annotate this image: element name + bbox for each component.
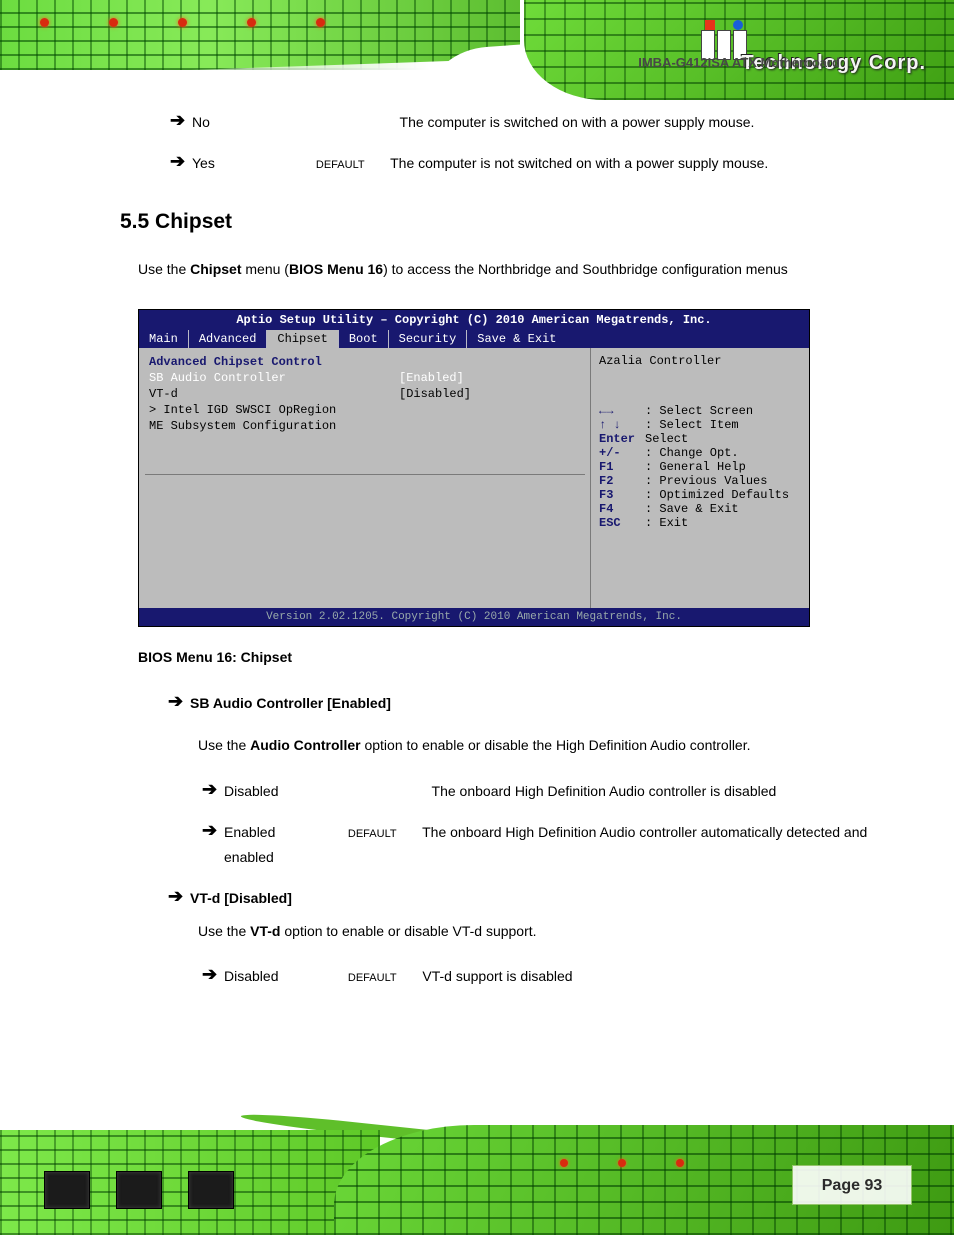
- arrow-right-icon: ➔: [170, 151, 192, 172]
- option-label: No: [192, 110, 312, 135]
- section-intro: Use the Chipset menu (BIOS Menu 16) to a…: [138, 256, 870, 283]
- bios-screenshot: Aptio Setup Utility – Copyright (C) 2010…: [138, 309, 810, 627]
- default-tag: DEFAULT: [348, 969, 397, 989]
- bios-caption: BIOS Menu 16: Chipset: [138, 649, 870, 665]
- footer-banner: Page 93: [0, 1095, 954, 1235]
- section-title: Chipset: [155, 210, 232, 233]
- arrows-lr-icon: ←→: [599, 404, 645, 418]
- page-number: Page 93: [792, 1165, 912, 1205]
- option-label: Enabled: [224, 820, 344, 845]
- chip-icons: [44, 1171, 234, 1209]
- bios-tab-advanced[interactable]: Advanced: [189, 330, 268, 348]
- product-label: IMBA-G412ISA ATX Motherboard: [638, 55, 840, 70]
- bios-item[interactable]: VT-d [Disabled]: [145, 386, 585, 402]
- option-intro: Use the VT-d option to enable or disable…: [198, 918, 870, 945]
- option-heading: ➔ VT-d [Disabled]: [168, 886, 870, 911]
- option-label: Disabled: [224, 779, 344, 804]
- bios-left-pane: Advanced Chipset Control SB Audio Contro…: [139, 348, 591, 608]
- chip-icon: [188, 1171, 234, 1209]
- option-desc: The computer is not switched on with a p…: [390, 155, 768, 171]
- chip-icon: [44, 1171, 90, 1209]
- arrow-right-icon: ➔: [202, 779, 224, 800]
- arrow-right-icon: ➔: [170, 110, 192, 131]
- option-desc: VT-d support is disabled: [422, 968, 572, 984]
- option-label: Yes: [192, 151, 312, 176]
- arrow-right-icon: ➔: [168, 691, 190, 712]
- led-dots: [40, 18, 440, 28]
- pcb-traces: [0, 0, 520, 70]
- bios-tab-main[interactable]: Main: [139, 330, 189, 348]
- option-row: ➔ Disabled The onboard High Definition A…: [202, 779, 870, 804]
- chip-icon: [116, 1171, 162, 1209]
- option-desc: The computer is switched on with a power…: [400, 114, 755, 130]
- arrow-right-icon: ➔: [168, 886, 190, 907]
- page-content: IMBA-G412ISA ATX Motherboard ➔ No The co…: [110, 110, 870, 1005]
- option-row: ➔ Enabled DEFAULT The onboard High Defin…: [202, 820, 870, 870]
- led-dots: [560, 1159, 684, 1167]
- option-heading: ➔ SB Audio Controller [Enabled]: [168, 691, 870, 716]
- bios-tab-row: Main Advanced Chipset Boot Security Save…: [139, 330, 809, 348]
- option-row: ➔ No The computer is switched on with a …: [170, 110, 870, 135]
- bios-group-header: Advanced Chipset Control: [149, 355, 399, 369]
- bios-help-pane: Azalia Controller ←→: Select Screen ↑ ↓:…: [591, 348, 809, 608]
- arrow-right-icon: ➔: [202, 820, 224, 841]
- arrow-right-icon: ➔: [202, 964, 224, 985]
- bios-tab-security[interactable]: Security: [389, 330, 468, 348]
- option-intro: Use the Audio Controller option to enabl…: [198, 732, 870, 759]
- section-heading: 5.5 Chipset: [120, 210, 870, 234]
- bios-help-title: Azalia Controller: [599, 354, 801, 368]
- bios-tab-save-exit[interactable]: Save & Exit: [467, 330, 566, 348]
- bios-item[interactable]: > Intel IGD SWSCI OpRegion: [145, 402, 585, 418]
- bios-item[interactable]: SB Audio Controller [Enabled]: [145, 370, 585, 386]
- bios-tab-boot[interactable]: Boot: [339, 330, 389, 348]
- default-tag: DEFAULT: [316, 156, 365, 176]
- option-label: Disabled: [224, 964, 344, 989]
- bios-item[interactable]: ME Subsystem Configuration: [145, 418, 585, 434]
- bios-footer: Version 2.02.1205. Copyright (C) 2010 Am…: [139, 608, 809, 626]
- default-tag: DEFAULT: [348, 825, 397, 845]
- option-row: ➔ Disabled DEFAULT VT-d support is disab…: [202, 964, 870, 989]
- header-banner: Technology Corp.: [0, 0, 954, 105]
- bios-tab-chipset[interactable]: Chipset: [267, 330, 338, 348]
- option-desc: The onboard High Definition Audio contro…: [432, 783, 777, 799]
- arrows-ud-icon: ↑ ↓: [599, 418, 645, 432]
- option-row: ➔ Yes DEFAULT The computer is not switch…: [170, 151, 870, 176]
- bios-title: Aptio Setup Utility – Copyright (C) 2010…: [139, 310, 809, 330]
- section-number: 5.5: [120, 210, 149, 233]
